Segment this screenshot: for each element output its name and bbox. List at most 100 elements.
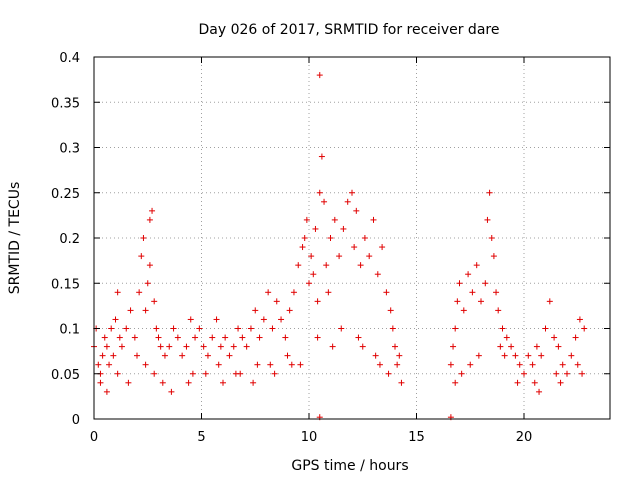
data-point (478, 298, 484, 305)
data-point (340, 225, 347, 232)
data-point (286, 307, 293, 314)
data-point (273, 298, 280, 305)
y-tick-label: 0.05 (51, 368, 80, 383)
y-tick-label: 0.1 (59, 323, 80, 338)
data-point (329, 343, 336, 350)
x-tick-label: 5 (197, 430, 205, 445)
data-point (138, 253, 145, 260)
data-point (551, 334, 558, 341)
data-point (278, 316, 285, 323)
points-layer (91, 72, 588, 421)
data-point (316, 189, 323, 196)
data-point (379, 244, 386, 251)
y-axis-label: SRMTID / TECUs (7, 182, 23, 295)
data-point (361, 235, 368, 241)
data-point (99, 352, 106, 359)
data-point (250, 379, 257, 386)
y-tick-label: 0.2 (59, 232, 80, 247)
data-point (116, 334, 123, 341)
data-point (155, 334, 162, 341)
data-point (256, 334, 263, 341)
data-point (542, 325, 549, 332)
data-point (108, 325, 115, 332)
data-point (303, 216, 310, 223)
data-point (486, 189, 493, 196)
data-point (553, 370, 560, 377)
y-tick-label: 0.35 (51, 96, 80, 111)
data-point (237, 370, 244, 377)
data-point (297, 361, 304, 368)
data-point (185, 379, 192, 386)
data-point (497, 343, 504, 350)
data-point (290, 289, 297, 296)
data-point (452, 379, 459, 386)
data-point (254, 361, 261, 368)
data-point (168, 388, 175, 395)
data-point (521, 370, 527, 377)
data-point (460, 307, 467, 314)
data-point (465, 271, 472, 278)
data-point (209, 334, 216, 341)
data-point (559, 361, 566, 368)
data-point (103, 343, 110, 350)
data-point (217, 343, 224, 350)
data-point (151, 370, 158, 377)
data-point (314, 298, 321, 305)
data-point (501, 352, 508, 359)
data-point (192, 334, 199, 341)
data-point (183, 343, 190, 350)
data-point (321, 198, 328, 205)
data-point (394, 361, 401, 368)
data-point (306, 280, 312, 287)
y-tick-label: 0 (72, 413, 80, 428)
data-point (482, 280, 489, 287)
data-point (467, 361, 474, 368)
data-point (299, 244, 306, 251)
data-point (312, 225, 319, 232)
data-point (447, 361, 454, 368)
data-point (564, 370, 570, 377)
data-point (103, 388, 110, 395)
data-point (271, 370, 278, 377)
data-point (568, 352, 575, 359)
data-point (327, 235, 334, 241)
data-point (159, 379, 166, 386)
data-point (170, 325, 177, 332)
data-point (239, 334, 246, 341)
x-tick-label: 15 (408, 430, 425, 445)
data-point (106, 361, 113, 368)
data-point (260, 316, 267, 323)
data-point (508, 343, 515, 350)
data-point (349, 189, 355, 196)
data-point (179, 352, 186, 359)
data-point (247, 325, 254, 332)
data-point (213, 316, 220, 323)
data-point (574, 361, 581, 368)
data-point (101, 334, 108, 341)
data-point (146, 262, 153, 269)
y-tick-label: 0.15 (51, 277, 80, 292)
chart-title: Day 026 of 2017, SRMTID for receiver dar… (199, 22, 500, 38)
data-point (387, 307, 394, 314)
data-point (161, 352, 168, 359)
data-point (222, 334, 229, 341)
x-axis-label: GPS time / hours (291, 458, 408, 474)
data-point (267, 361, 274, 368)
data-point (314, 334, 321, 341)
data-point (579, 370, 586, 377)
data-point (469, 289, 476, 296)
data-point (95, 361, 102, 368)
data-point (252, 307, 259, 314)
x-axis: 0 5 10 15 20 (90, 57, 532, 445)
y-axis: 0 0.05 0.1 0.15 0.2 0.25 0.3 0.35 0.4 (51, 51, 610, 428)
data-point (525, 352, 532, 359)
data-point (308, 253, 315, 260)
data-point (215, 361, 222, 368)
data-point (125, 379, 132, 386)
data-point (529, 361, 536, 368)
data-point (282, 334, 289, 341)
data-point (359, 343, 366, 350)
data-point (514, 379, 521, 386)
data-point (450, 343, 457, 350)
